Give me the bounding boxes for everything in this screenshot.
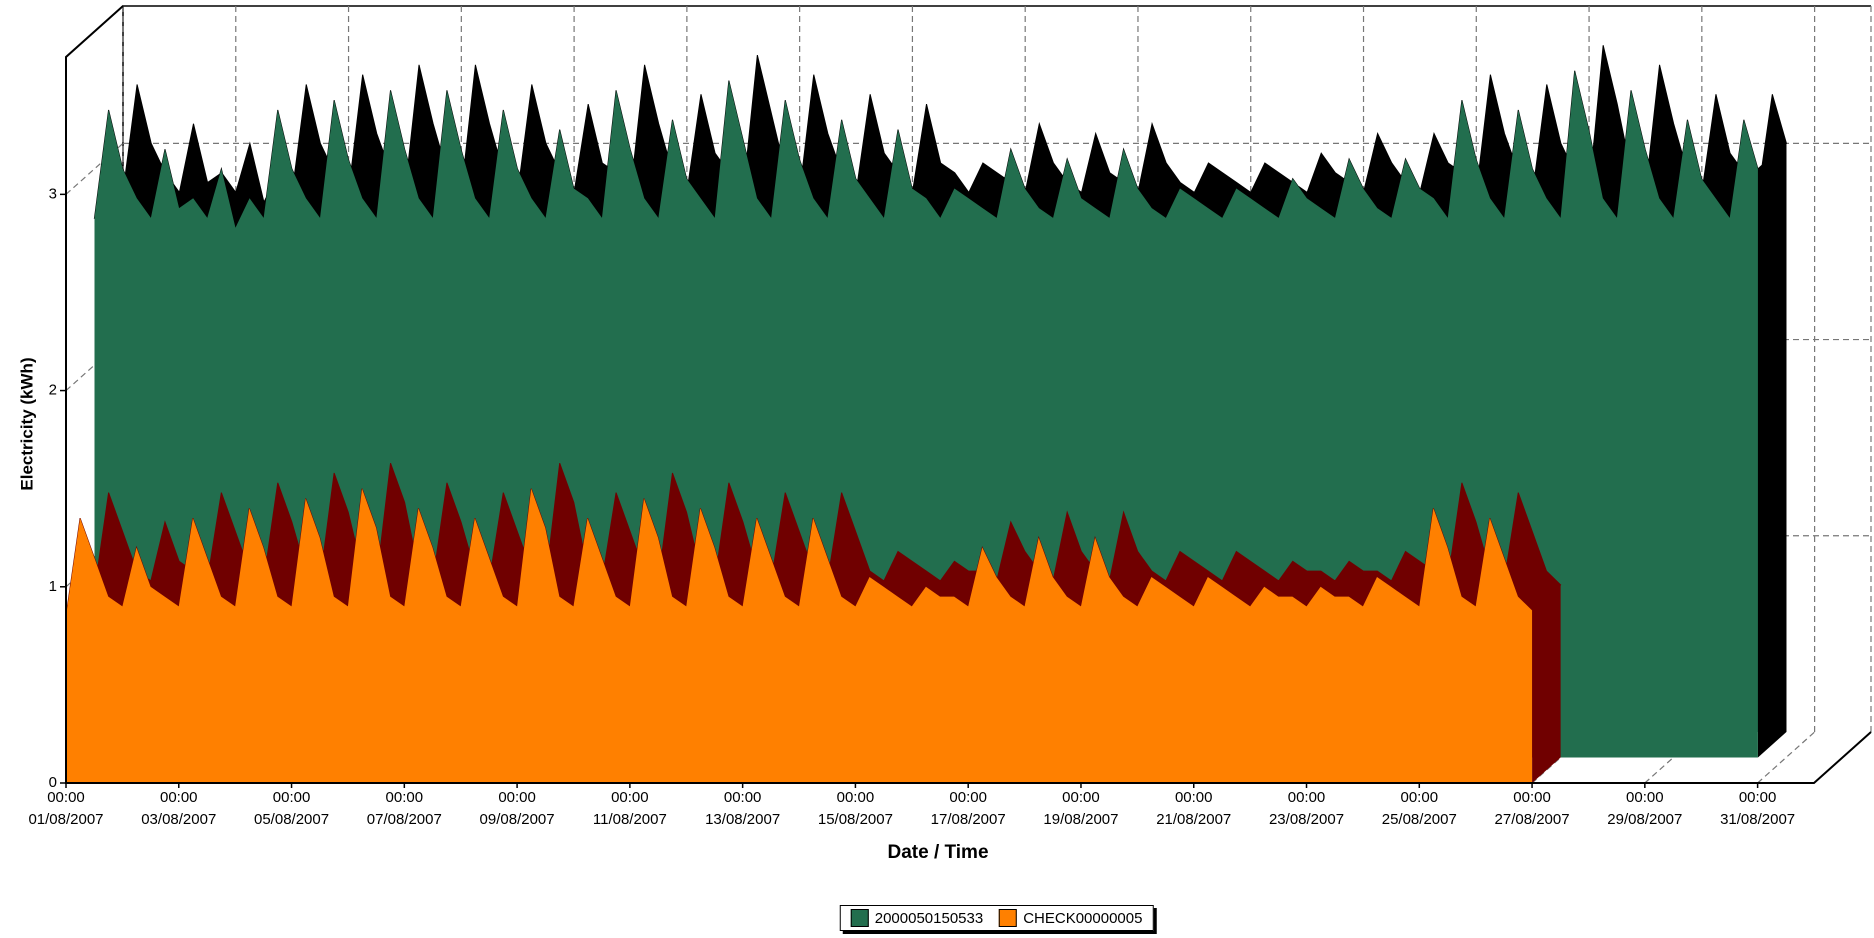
y-tick-label: 3 (49, 185, 57, 202)
y-tick-label: 2 (49, 382, 57, 399)
x-tick-label: 00:00 21/08/2007 (1156, 789, 1232, 828)
x-tick-label: 00:00 23/08/2007 (1268, 789, 1345, 828)
x-tick-label: 00:00 13/08/2007 (705, 789, 781, 828)
legend-swatch (850, 909, 869, 927)
legend-label: 2000050150533 (874, 909, 984, 927)
x-tick-label: 00:00 27/08/2007 (1494, 789, 1570, 828)
x-tick-label: 00:00 05/08/2007 (254, 789, 330, 828)
y-tick-label: 0 (49, 774, 57, 791)
x-tick-label: 00:00 11/08/2007 (592, 789, 667, 828)
x-tick-label: 00:00 29/08/2007 (1607, 789, 1683, 828)
axis-frame (65, 5, 1872, 784)
x-tick-label: 00:00 01/08/2007 (28, 789, 104, 828)
x-tick-label: 00:00 25/08/2007 (1381, 789, 1457, 828)
legend-item: 2000050150533 (850, 909, 984, 927)
x-tick-label: 00:00 07/08/2007 (366, 789, 442, 828)
legend: 2000050150533 CHECK00000005 (839, 905, 1154, 931)
x-tick-label: 00:00 09/08/2007 (479, 789, 555, 828)
grid-line-floor (1757, 731, 1816, 784)
legend-swatch (999, 909, 1018, 927)
y-tick-label: 1 (49, 578, 57, 595)
x-tick-label: 00:00 15/08/2007 (817, 789, 893, 828)
x-tick-label: 00:00 17/08/2007 (930, 789, 1006, 828)
area-depth-side (1757, 143, 1787, 758)
x-tick-label: 00:00 03/08/2007 (141, 789, 217, 828)
x-tick-label: 00:00 31/08/2007 (1720, 789, 1796, 828)
area (66, 488, 1533, 783)
area-depth-side (1532, 584, 1561, 783)
x-axis-title: Date / Time (887, 842, 988, 863)
x-tick-label: 00:00 19/08/2007 (1043, 789, 1119, 828)
y-axis-title: Electricity (kWh) (17, 357, 36, 490)
legend-label: CHECK00000005 (1023, 909, 1143, 927)
legend-item: CHECK00000005 (999, 909, 1142, 927)
